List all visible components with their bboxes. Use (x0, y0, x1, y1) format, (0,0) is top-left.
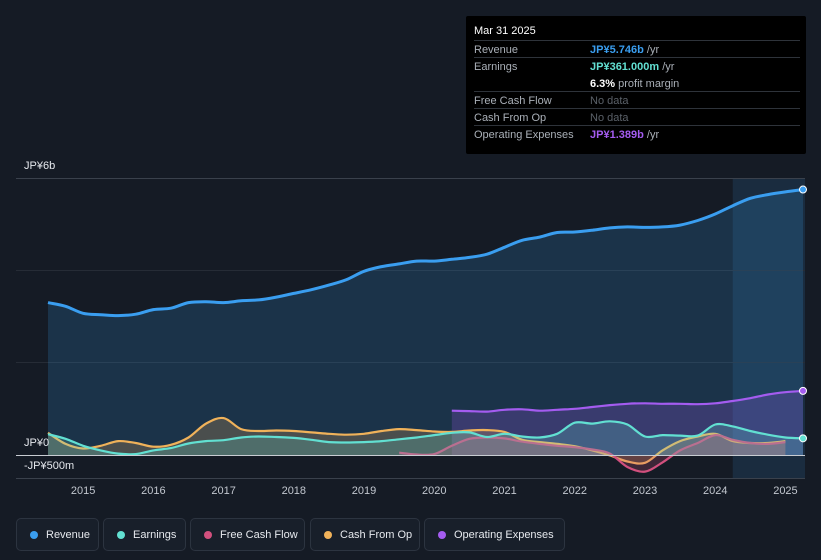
tooltip-date: Mar 31 2025 (474, 25, 536, 37)
tooltip-row-earnings: Earnings JP¥361.000m /yr 6.3% profit mar… (474, 57, 800, 92)
legend-operating-expenses[interactable]: Operating Expenses (424, 518, 565, 551)
series-line-earnings (47, 420, 804, 456)
x-tick-label: 2021 (492, 485, 517, 497)
legend-dot-icon (204, 530, 212, 539)
legend-earnings[interactable]: Earnings (103, 518, 186, 551)
series-end-marker-revenue (799, 185, 807, 194)
x-tick-label: 2019 (351, 485, 377, 497)
tooltip-label: Earnings (474, 61, 518, 73)
legend-cash-from-op[interactable]: Cash From Op (310, 518, 420, 551)
series-area-free-cash-flow (399, 435, 786, 472)
series-area-cash-from-op (48, 417, 786, 464)
series-area-revenue (48, 189, 803, 455)
tooltip-value: JP¥361.000m /yr (590, 61, 675, 73)
tooltip-row-opex: Operating Expenses JP¥1.389b /yr (474, 125, 800, 143)
legend-free-cash-flow[interactable]: Free Cash Flow (190, 518, 305, 551)
tooltip-value: JP¥1.389b /yr (590, 129, 660, 141)
x-tick-label: 2018 (281, 485, 307, 497)
legend-dot-icon (438, 530, 446, 539)
x-tick-label: 2016 (141, 485, 166, 497)
legend-dot-icon (324, 530, 332, 539)
y-label-zero: JP¥0 (24, 437, 50, 449)
tooltip-row-revenue: Revenue JP¥5.746b /yr (474, 40, 800, 58)
legend-dot-icon (30, 530, 38, 539)
legend-revenue[interactable]: Revenue (16, 518, 99, 551)
series-end-marker-earnings (799, 434, 807, 443)
series-area-earnings (48, 421, 803, 455)
legend-label: Cash From Op (340, 528, 413, 541)
y-label-bottom: -JP¥500m (24, 460, 75, 472)
x-tick-label: 2020 (422, 485, 447, 497)
tooltip-label: Cash From Op (474, 112, 547, 124)
x-tick-label: 2015 (70, 485, 96, 497)
tooltip-row-fcf: Free Cash Flow No data (474, 91, 800, 109)
series-line-revenue (47, 188, 804, 318)
legend-label: Earnings (133, 528, 177, 541)
x-tick-label: 2023 (632, 485, 658, 497)
legend-label: Operating Expenses (454, 528, 554, 541)
legend-dot-icon (117, 530, 125, 539)
tooltip-value: No data (590, 112, 629, 124)
tooltip-value: No data (590, 95, 629, 107)
tooltip: Mar 31 2025 Revenue JP¥5.746b /yr Earnin… (466, 16, 806, 154)
legend-label: Revenue (46, 528, 91, 541)
x-tick-label: 2017 (211, 485, 236, 497)
tooltip-profit-margin: 6.3% profit margin (590, 78, 680, 90)
tooltip-value: JP¥5.746b /yr (590, 44, 660, 56)
tooltip-label: Revenue (474, 44, 519, 56)
series-end-marker-operating-expenses (799, 386, 807, 395)
tooltip-label: Free Cash Flow (474, 95, 552, 107)
series-area-operating-expenses (451, 390, 803, 455)
x-tick-label: 2025 (773, 485, 798, 497)
legend-label: Free Cash Flow (220, 528, 298, 541)
series-line-cash-from-op (47, 416, 786, 465)
y-label-top: JP¥6b (24, 160, 56, 172)
tooltip-row-cfo: Cash From Op No data (474, 108, 800, 126)
x-tick-label: 2022 (562, 485, 587, 497)
series-line-operating-expenses (451, 389, 804, 413)
x-tick-label: 2024 (702, 485, 728, 497)
highlight-region (732, 178, 805, 478)
tooltip-label: Operating Expenses (474, 129, 574, 141)
series-line-free-cash-flow (399, 433, 786, 473)
